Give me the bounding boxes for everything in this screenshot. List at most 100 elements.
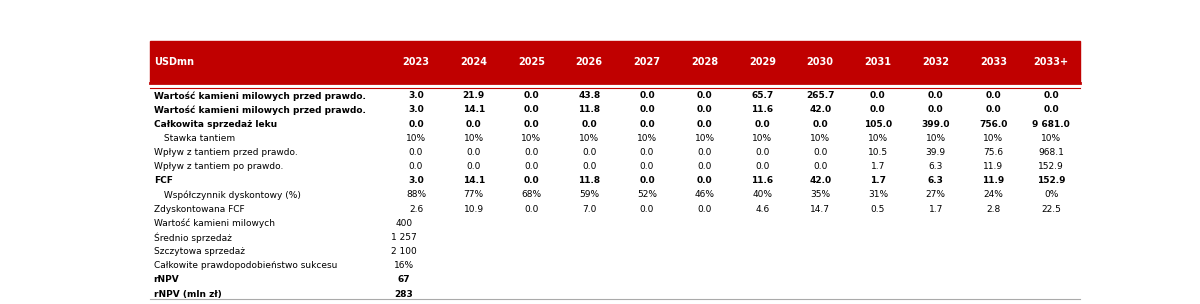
Text: Zdyskontowana FCF: Zdyskontowana FCF — [154, 205, 245, 213]
Text: 0.0: 0.0 — [812, 162, 827, 171]
Text: 11.6: 11.6 — [751, 105, 774, 114]
Text: 1.7: 1.7 — [871, 162, 886, 171]
Text: 10%: 10% — [406, 134, 426, 143]
Text: 0.0: 0.0 — [697, 119, 713, 129]
Text: 2023: 2023 — [402, 57, 430, 67]
Text: rNPV (mln zł): rNPV (mln zł) — [154, 289, 222, 299]
Text: 35%: 35% — [810, 190, 830, 199]
Text: 2.6: 2.6 — [409, 205, 424, 213]
Text: 0.0: 0.0 — [524, 162, 539, 171]
Text: 0.0: 0.0 — [697, 205, 712, 213]
Text: 52%: 52% — [637, 190, 656, 199]
Text: 88%: 88% — [406, 190, 426, 199]
Text: 2032: 2032 — [922, 57, 949, 67]
Text: FCF: FCF — [154, 176, 173, 185]
Text: 0.0: 0.0 — [640, 176, 655, 185]
Text: 65.7: 65.7 — [751, 91, 774, 100]
Text: 0.0: 0.0 — [870, 91, 886, 100]
Text: 40%: 40% — [752, 190, 773, 199]
Text: 2026: 2026 — [576, 57, 602, 67]
Text: 14.1: 14.1 — [463, 105, 485, 114]
Text: 2 100: 2 100 — [391, 247, 416, 256]
Text: 968.1: 968.1 — [1038, 148, 1064, 157]
Text: 0.0: 0.0 — [755, 162, 769, 171]
Text: Średnio sprzedaż: Średnio sprzedaż — [154, 232, 232, 243]
Text: 0.0: 0.0 — [466, 119, 481, 129]
Text: 0.0: 0.0 — [582, 148, 596, 157]
Text: Wartość kamieni milowych: Wartość kamieni milowych — [154, 219, 275, 228]
Text: 10%: 10% — [522, 134, 541, 143]
Text: 2028: 2028 — [691, 57, 719, 67]
Text: 11.8: 11.8 — [578, 105, 600, 114]
Text: 27%: 27% — [925, 190, 946, 199]
Text: 0.0: 0.0 — [582, 162, 596, 171]
Text: 67: 67 — [397, 275, 410, 284]
Text: 4.6: 4.6 — [755, 205, 769, 213]
Text: rNPV: rNPV — [154, 275, 180, 284]
Text: 6.3: 6.3 — [929, 162, 943, 171]
Text: 2027: 2027 — [634, 57, 660, 67]
Text: 0.0: 0.0 — [640, 205, 654, 213]
Text: 75.6: 75.6 — [983, 148, 1003, 157]
Text: 10.9: 10.9 — [463, 205, 484, 213]
Text: 0.0: 0.0 — [640, 91, 655, 100]
Text: 10%: 10% — [637, 134, 658, 143]
Text: 43.8: 43.8 — [578, 91, 600, 100]
Text: Wpływ z tantiem po prawdo.: Wpływ z tantiem po prawdo. — [154, 162, 283, 171]
Text: 2024: 2024 — [461, 57, 487, 67]
Text: 0.0: 0.0 — [928, 105, 943, 114]
Text: 0.0: 0.0 — [697, 105, 713, 114]
Text: 283: 283 — [395, 289, 413, 299]
Text: 6.3: 6.3 — [928, 176, 943, 185]
Text: 10%: 10% — [580, 134, 599, 143]
Text: 42.0: 42.0 — [809, 105, 832, 114]
Text: 0.0: 0.0 — [985, 105, 1001, 114]
Text: 11.8: 11.8 — [578, 176, 600, 185]
Text: 59%: 59% — [580, 190, 599, 199]
Text: 2031: 2031 — [864, 57, 892, 67]
Text: Szczytowa sprzedaż: Szczytowa sprzedaż — [154, 247, 245, 256]
Text: 0.0: 0.0 — [1043, 105, 1058, 114]
Text: 14.7: 14.7 — [810, 205, 830, 213]
Text: 399.0: 399.0 — [922, 119, 950, 129]
Text: Całkowite prawdopodobieństwo sukcesu: Całkowite prawdopodobieństwo sukcesu — [154, 261, 337, 270]
Text: 152.9: 152.9 — [1037, 176, 1066, 185]
Text: 31%: 31% — [868, 190, 888, 199]
Text: 0.0: 0.0 — [640, 148, 654, 157]
Text: 22.5: 22.5 — [1042, 205, 1061, 213]
Text: 0.0: 0.0 — [928, 91, 943, 100]
Text: Współczynnik dyskontowy (%): Współczynnik dyskontowy (%) — [161, 190, 301, 200]
Text: Wartość kamieni milowych przed prawdo.: Wartość kamieni milowych przed prawdo. — [154, 105, 366, 115]
Text: 10%: 10% — [810, 134, 830, 143]
Text: 10%: 10% — [868, 134, 888, 143]
Text: 2029: 2029 — [749, 57, 776, 67]
Bar — [150, 41, 1080, 82]
Text: 0.0: 0.0 — [523, 176, 539, 185]
Text: 0.0: 0.0 — [1043, 91, 1058, 100]
Text: 0.0: 0.0 — [467, 148, 481, 157]
Text: Całkowita sprzedaż leku: Całkowita sprzedaż leku — [154, 119, 277, 129]
Text: 0.0: 0.0 — [523, 105, 539, 114]
Text: 2030: 2030 — [806, 57, 834, 67]
Text: 3.0: 3.0 — [408, 176, 424, 185]
Text: 10%: 10% — [983, 134, 1003, 143]
Text: 0.0: 0.0 — [812, 119, 828, 129]
Text: 0.0: 0.0 — [755, 119, 770, 129]
Text: Wpływ z tantiem przed prawdo.: Wpływ z tantiem przed prawdo. — [154, 148, 298, 157]
Text: 0.0: 0.0 — [409, 162, 424, 171]
Text: 7.0: 7.0 — [582, 205, 596, 213]
Text: 10%: 10% — [752, 134, 773, 143]
Text: 0.0: 0.0 — [697, 91, 713, 100]
Text: 46%: 46% — [695, 190, 715, 199]
Text: 152.9: 152.9 — [1038, 162, 1064, 171]
Text: 10%: 10% — [1042, 134, 1061, 143]
Text: 21.9: 21.9 — [463, 91, 485, 100]
Text: 14.1: 14.1 — [463, 176, 485, 185]
Text: 0.0: 0.0 — [409, 148, 424, 157]
Text: 1.7: 1.7 — [929, 205, 943, 213]
Text: 10.5: 10.5 — [868, 148, 888, 157]
Text: 9 681.0: 9 681.0 — [1032, 119, 1070, 129]
Text: 2025: 2025 — [518, 57, 545, 67]
Text: 0.0: 0.0 — [697, 162, 712, 171]
Text: Stawka tantiem: Stawka tantiem — [161, 134, 235, 143]
